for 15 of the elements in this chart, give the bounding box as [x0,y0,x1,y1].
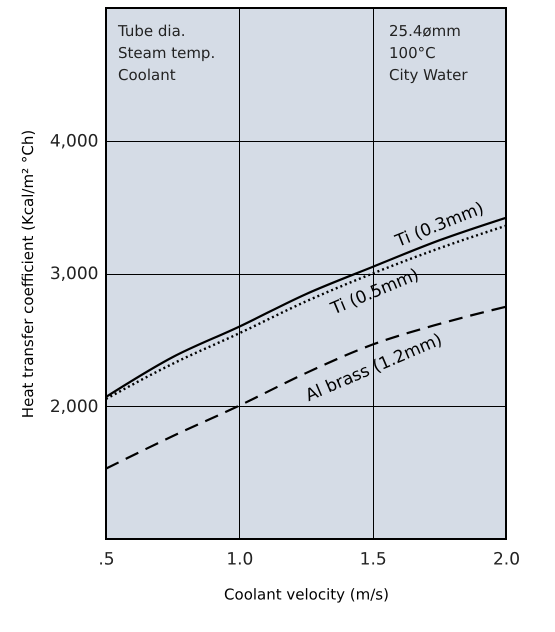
y-tick-label: 2,000 [50,396,98,417]
x-tick-label: 1.0 [226,550,254,570]
y-axis-title: Heat transfer coefficient (Kcal/m² °Ch) [18,130,37,418]
annotation: Coolant [118,66,176,84]
annotation: Steam temp. [118,44,216,62]
y-tick-label: 4,000 [50,131,98,152]
annotation: City Water [389,66,468,84]
x-tick-label: 2.0 [492,550,520,570]
x-tick-label: .5 [98,550,115,570]
x-tick-label: 1.5 [360,550,387,570]
annotation: 25.4ømm [389,22,461,40]
y-tick-label: 3,000 [50,264,98,284]
annotation: 100°C [389,44,436,62]
annotation: Tube dia. [117,22,186,40]
x-axis-title: Coolant velocity (m/s) [224,586,389,604]
